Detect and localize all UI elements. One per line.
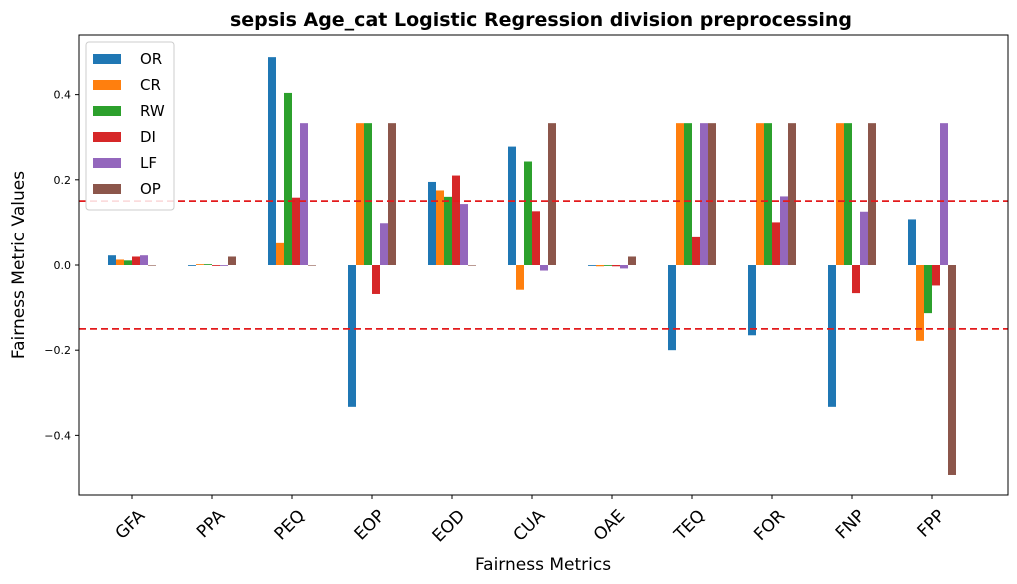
bar-cr-fpp <box>916 265 924 341</box>
y-axis-label: Fairness Metric Values <box>9 171 29 359</box>
bar-rw-oae <box>604 265 612 266</box>
legend-swatch-rw <box>93 106 121 116</box>
bar-op-gfa <box>148 265 156 266</box>
bar-lf-oae <box>620 265 628 269</box>
bar-di-for <box>772 222 780 265</box>
bar-di-oae <box>612 265 620 267</box>
bar-op-eod <box>468 265 476 266</box>
x-axis-label: Fairness Metrics <box>475 555 611 575</box>
x-tick-label-cua: CUA <box>510 506 550 546</box>
bar-or-eod <box>428 181 436 265</box>
bar-cr-gfa <box>116 259 124 265</box>
bar-cr-cua <box>516 265 524 290</box>
bar-lf-peq <box>300 123 308 266</box>
bar-op-cua <box>548 123 556 266</box>
bar-or-ppa <box>188 265 196 266</box>
bar-op-oae <box>628 256 636 265</box>
bar-di-gfa <box>132 256 140 265</box>
bar-cr-ppa <box>196 264 204 265</box>
legend-label-cr: CR <box>140 76 161 94</box>
bar-cr-peq <box>276 242 284 265</box>
bar-di-eop <box>372 265 380 294</box>
bar-lf-gfa <box>140 255 148 265</box>
bar-or-fpp <box>908 219 916 265</box>
x-tick-label-oae: OAE <box>590 506 629 545</box>
bar-op-eop <box>388 123 396 266</box>
x-tick-label-teq: TEQ <box>670 506 709 545</box>
bar-rw-teq <box>684 123 692 266</box>
bar-di-cua <box>532 211 540 265</box>
legend-swatch-lf <box>93 158 121 168</box>
x-tick-label-gfa: GFA <box>112 506 150 544</box>
bar-op-teq <box>708 123 716 266</box>
bar-or-for <box>748 265 756 336</box>
bar-lf-teq <box>700 123 708 266</box>
bar-di-fpp <box>932 265 940 286</box>
bar-rw-for <box>764 123 772 266</box>
bar-di-teq <box>692 236 700 265</box>
bar-op-peq <box>308 265 316 266</box>
x-tick-label-fnp: FNP <box>832 506 869 543</box>
bar-rw-cua <box>524 161 532 265</box>
bar-op-fnp <box>868 123 876 266</box>
legend-label-op: OP <box>140 180 161 198</box>
bar-rw-gfa <box>124 260 132 265</box>
bar-lf-ppa <box>220 265 228 266</box>
bar-di-fnp <box>852 265 860 294</box>
bar-di-ppa <box>212 265 220 266</box>
bar-lf-for <box>780 196 788 265</box>
bar-cr-eod <box>436 190 444 265</box>
x-tick-label-fpp: FPP <box>914 506 950 542</box>
y-tick-label: 0.0 <box>54 259 72 272</box>
legend-label-di: DI <box>140 128 156 146</box>
chart-title: sepsis Age_cat Logistic Regression divis… <box>230 9 852 31</box>
x-tick-label-for: FOR <box>750 506 789 545</box>
x-tick-label-ppa: PPA <box>193 506 229 542</box>
bar-op-for <box>788 123 796 266</box>
bar-rw-ppa <box>204 264 212 265</box>
bar-rw-peq <box>284 92 292 265</box>
y-tick-label: 0.2 <box>54 174 72 187</box>
bar-cr-for <box>756 123 764 266</box>
bar-or-eop <box>348 265 356 407</box>
bar-or-gfa <box>108 255 116 265</box>
bar-cr-teq <box>676 123 684 266</box>
bar-or-peq <box>268 57 276 265</box>
x-tick-label-peq: PEQ <box>271 506 309 544</box>
bar-rw-eop <box>364 123 372 266</box>
legend: OR CR RW DI LF OP <box>85 41 175 211</box>
legend-label-lf: LF <box>140 154 157 172</box>
legend-swatch-op <box>93 184 121 194</box>
y-tick-label: −0.2 <box>44 344 71 357</box>
bar-or-oae <box>588 265 596 266</box>
bar-op-fpp <box>948 265 956 475</box>
y-tick-label: 0.4 <box>54 89 72 102</box>
bar-lf-fpp <box>940 123 948 266</box>
bar-lf-eod <box>460 204 468 265</box>
bar-cr-oae <box>596 265 604 267</box>
bar-cr-eop <box>356 123 364 266</box>
bar-di-peq <box>292 197 300 265</box>
bar-op-ppa <box>228 256 236 265</box>
bar-or-teq <box>668 265 676 351</box>
bar-lf-eop <box>380 223 388 265</box>
x-tick-label-eop: EOP <box>351 506 389 544</box>
bar-di-eod <box>452 175 460 265</box>
y-tick-label: −0.4 <box>44 429 71 442</box>
legend-swatch-or <box>93 54 121 64</box>
x-tick-label-eod: EOD <box>429 506 469 546</box>
bar-rw-eod <box>444 196 452 265</box>
bar-lf-fnp <box>860 211 868 265</box>
bar-rw-fpp <box>924 265 932 314</box>
bar-cr-fnp <box>836 123 844 266</box>
legend-swatch-cr <box>93 80 121 90</box>
bar-or-cua <box>508 146 516 265</box>
bar-or-fnp <box>828 265 836 407</box>
legend-label-rw: RW <box>140 102 165 120</box>
bar-rw-fnp <box>844 123 852 266</box>
legend-label-or: OR <box>140 50 162 68</box>
bar-lf-cua <box>540 265 548 271</box>
legend-swatch-di <box>93 132 121 142</box>
